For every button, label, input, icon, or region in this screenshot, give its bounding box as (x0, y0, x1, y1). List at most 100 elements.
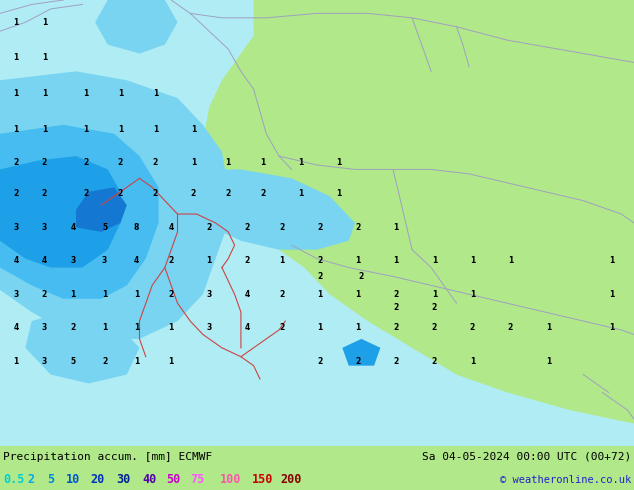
Polygon shape (158, 170, 355, 250)
Text: 1: 1 (394, 223, 399, 232)
Text: 1: 1 (508, 256, 513, 266)
Text: 1: 1 (42, 125, 47, 134)
Text: 1: 1 (102, 290, 107, 299)
Text: 2: 2 (169, 256, 174, 266)
Text: 5: 5 (102, 223, 107, 232)
Text: 1: 1 (134, 323, 139, 332)
Text: 1: 1 (13, 89, 18, 98)
Text: 2: 2 (42, 290, 47, 299)
Text: 1: 1 (356, 256, 361, 266)
Text: 1: 1 (118, 125, 123, 134)
Text: 2: 2 (280, 290, 285, 299)
Text: 2: 2 (169, 290, 174, 299)
Text: 4: 4 (169, 223, 174, 232)
Text: 1: 1 (280, 256, 285, 266)
Text: 3: 3 (102, 256, 107, 266)
Text: 2: 2 (432, 323, 437, 332)
Text: 2: 2 (280, 223, 285, 232)
Text: 1: 1 (394, 256, 399, 266)
Polygon shape (76, 187, 127, 232)
Text: 20: 20 (90, 473, 104, 487)
Text: 2: 2 (245, 223, 250, 232)
Text: 2: 2 (432, 357, 437, 366)
Text: 8: 8 (134, 223, 139, 232)
Polygon shape (342, 339, 380, 366)
Text: 2: 2 (432, 303, 437, 312)
Text: 4: 4 (42, 256, 47, 266)
Text: 1: 1 (13, 18, 18, 27)
Text: 2: 2 (42, 190, 47, 198)
Text: 2: 2 (318, 272, 323, 281)
Text: 2: 2 (318, 357, 323, 366)
Text: 1: 1 (13, 125, 18, 134)
Text: 1: 1 (299, 190, 304, 198)
Text: 2: 2 (261, 190, 266, 198)
Text: 2: 2 (118, 190, 123, 198)
Text: 50: 50 (166, 473, 180, 487)
Text: 3: 3 (70, 256, 75, 266)
Text: 1: 1 (153, 89, 158, 98)
Text: 1: 1 (470, 256, 475, 266)
Text: 2: 2 (280, 323, 285, 332)
Text: 1: 1 (356, 323, 361, 332)
Text: 2: 2 (42, 158, 47, 167)
Polygon shape (0, 156, 120, 268)
Text: 1: 1 (226, 158, 231, 167)
Text: 2: 2 (394, 290, 399, 299)
Text: 1: 1 (432, 256, 437, 266)
Text: 2: 2 (70, 323, 75, 332)
Text: 1: 1 (118, 89, 123, 98)
Text: 1: 1 (546, 357, 551, 366)
Text: 2: 2 (191, 190, 196, 198)
Text: 2: 2 (356, 223, 361, 232)
Text: 4: 4 (134, 256, 139, 266)
Text: 3: 3 (42, 223, 47, 232)
Polygon shape (0, 0, 634, 446)
Text: 10: 10 (66, 473, 81, 487)
Text: 2: 2 (470, 323, 475, 332)
Text: 4: 4 (13, 323, 18, 332)
Text: 3: 3 (42, 357, 47, 366)
Text: 1: 1 (42, 53, 47, 62)
Text: 1: 1 (191, 125, 196, 134)
Text: 5: 5 (70, 357, 75, 366)
Text: 1: 1 (609, 323, 614, 332)
Text: 2: 2 (153, 158, 158, 167)
Text: 2: 2 (83, 158, 88, 167)
Text: 1: 1 (42, 89, 47, 98)
Text: 100: 100 (220, 473, 242, 487)
Text: 2: 2 (207, 223, 212, 232)
Text: 1: 1 (70, 290, 75, 299)
Text: 1: 1 (432, 290, 437, 299)
Text: 2: 2 (13, 158, 18, 167)
Text: 1: 1 (13, 53, 18, 62)
Text: 1: 1 (153, 125, 158, 134)
Text: 1: 1 (134, 357, 139, 366)
Text: Precipitation accum. [mm] ECMWF: Precipitation accum. [mm] ECMWF (3, 452, 212, 462)
Text: 1: 1 (83, 89, 88, 98)
Text: 1: 1 (207, 256, 212, 266)
Text: 2: 2 (118, 158, 123, 167)
Text: 1: 1 (318, 290, 323, 299)
Text: 4: 4 (245, 323, 250, 332)
Text: Sa 04-05-2024 00:00 UTC (00+72): Sa 04-05-2024 00:00 UTC (00+72) (422, 452, 631, 462)
Text: © weatheronline.co.uk: © weatheronline.co.uk (500, 475, 631, 485)
Text: 150: 150 (252, 473, 273, 487)
Text: 2: 2 (226, 190, 231, 198)
Text: 1: 1 (169, 357, 174, 366)
Text: 2: 2 (359, 272, 364, 281)
Text: 40: 40 (142, 473, 156, 487)
Polygon shape (0, 72, 228, 339)
Text: 2: 2 (318, 256, 323, 266)
Text: 1: 1 (134, 290, 139, 299)
Text: 2: 2 (13, 190, 18, 198)
Text: 1: 1 (609, 256, 614, 266)
Text: 1: 1 (169, 323, 174, 332)
Text: 1: 1 (83, 125, 88, 134)
Text: 1: 1 (337, 158, 342, 167)
Text: 3: 3 (42, 323, 47, 332)
Text: 2: 2 (394, 357, 399, 366)
Text: 2: 2 (394, 303, 399, 312)
Text: 1: 1 (470, 290, 475, 299)
Text: 2: 2 (27, 473, 34, 487)
